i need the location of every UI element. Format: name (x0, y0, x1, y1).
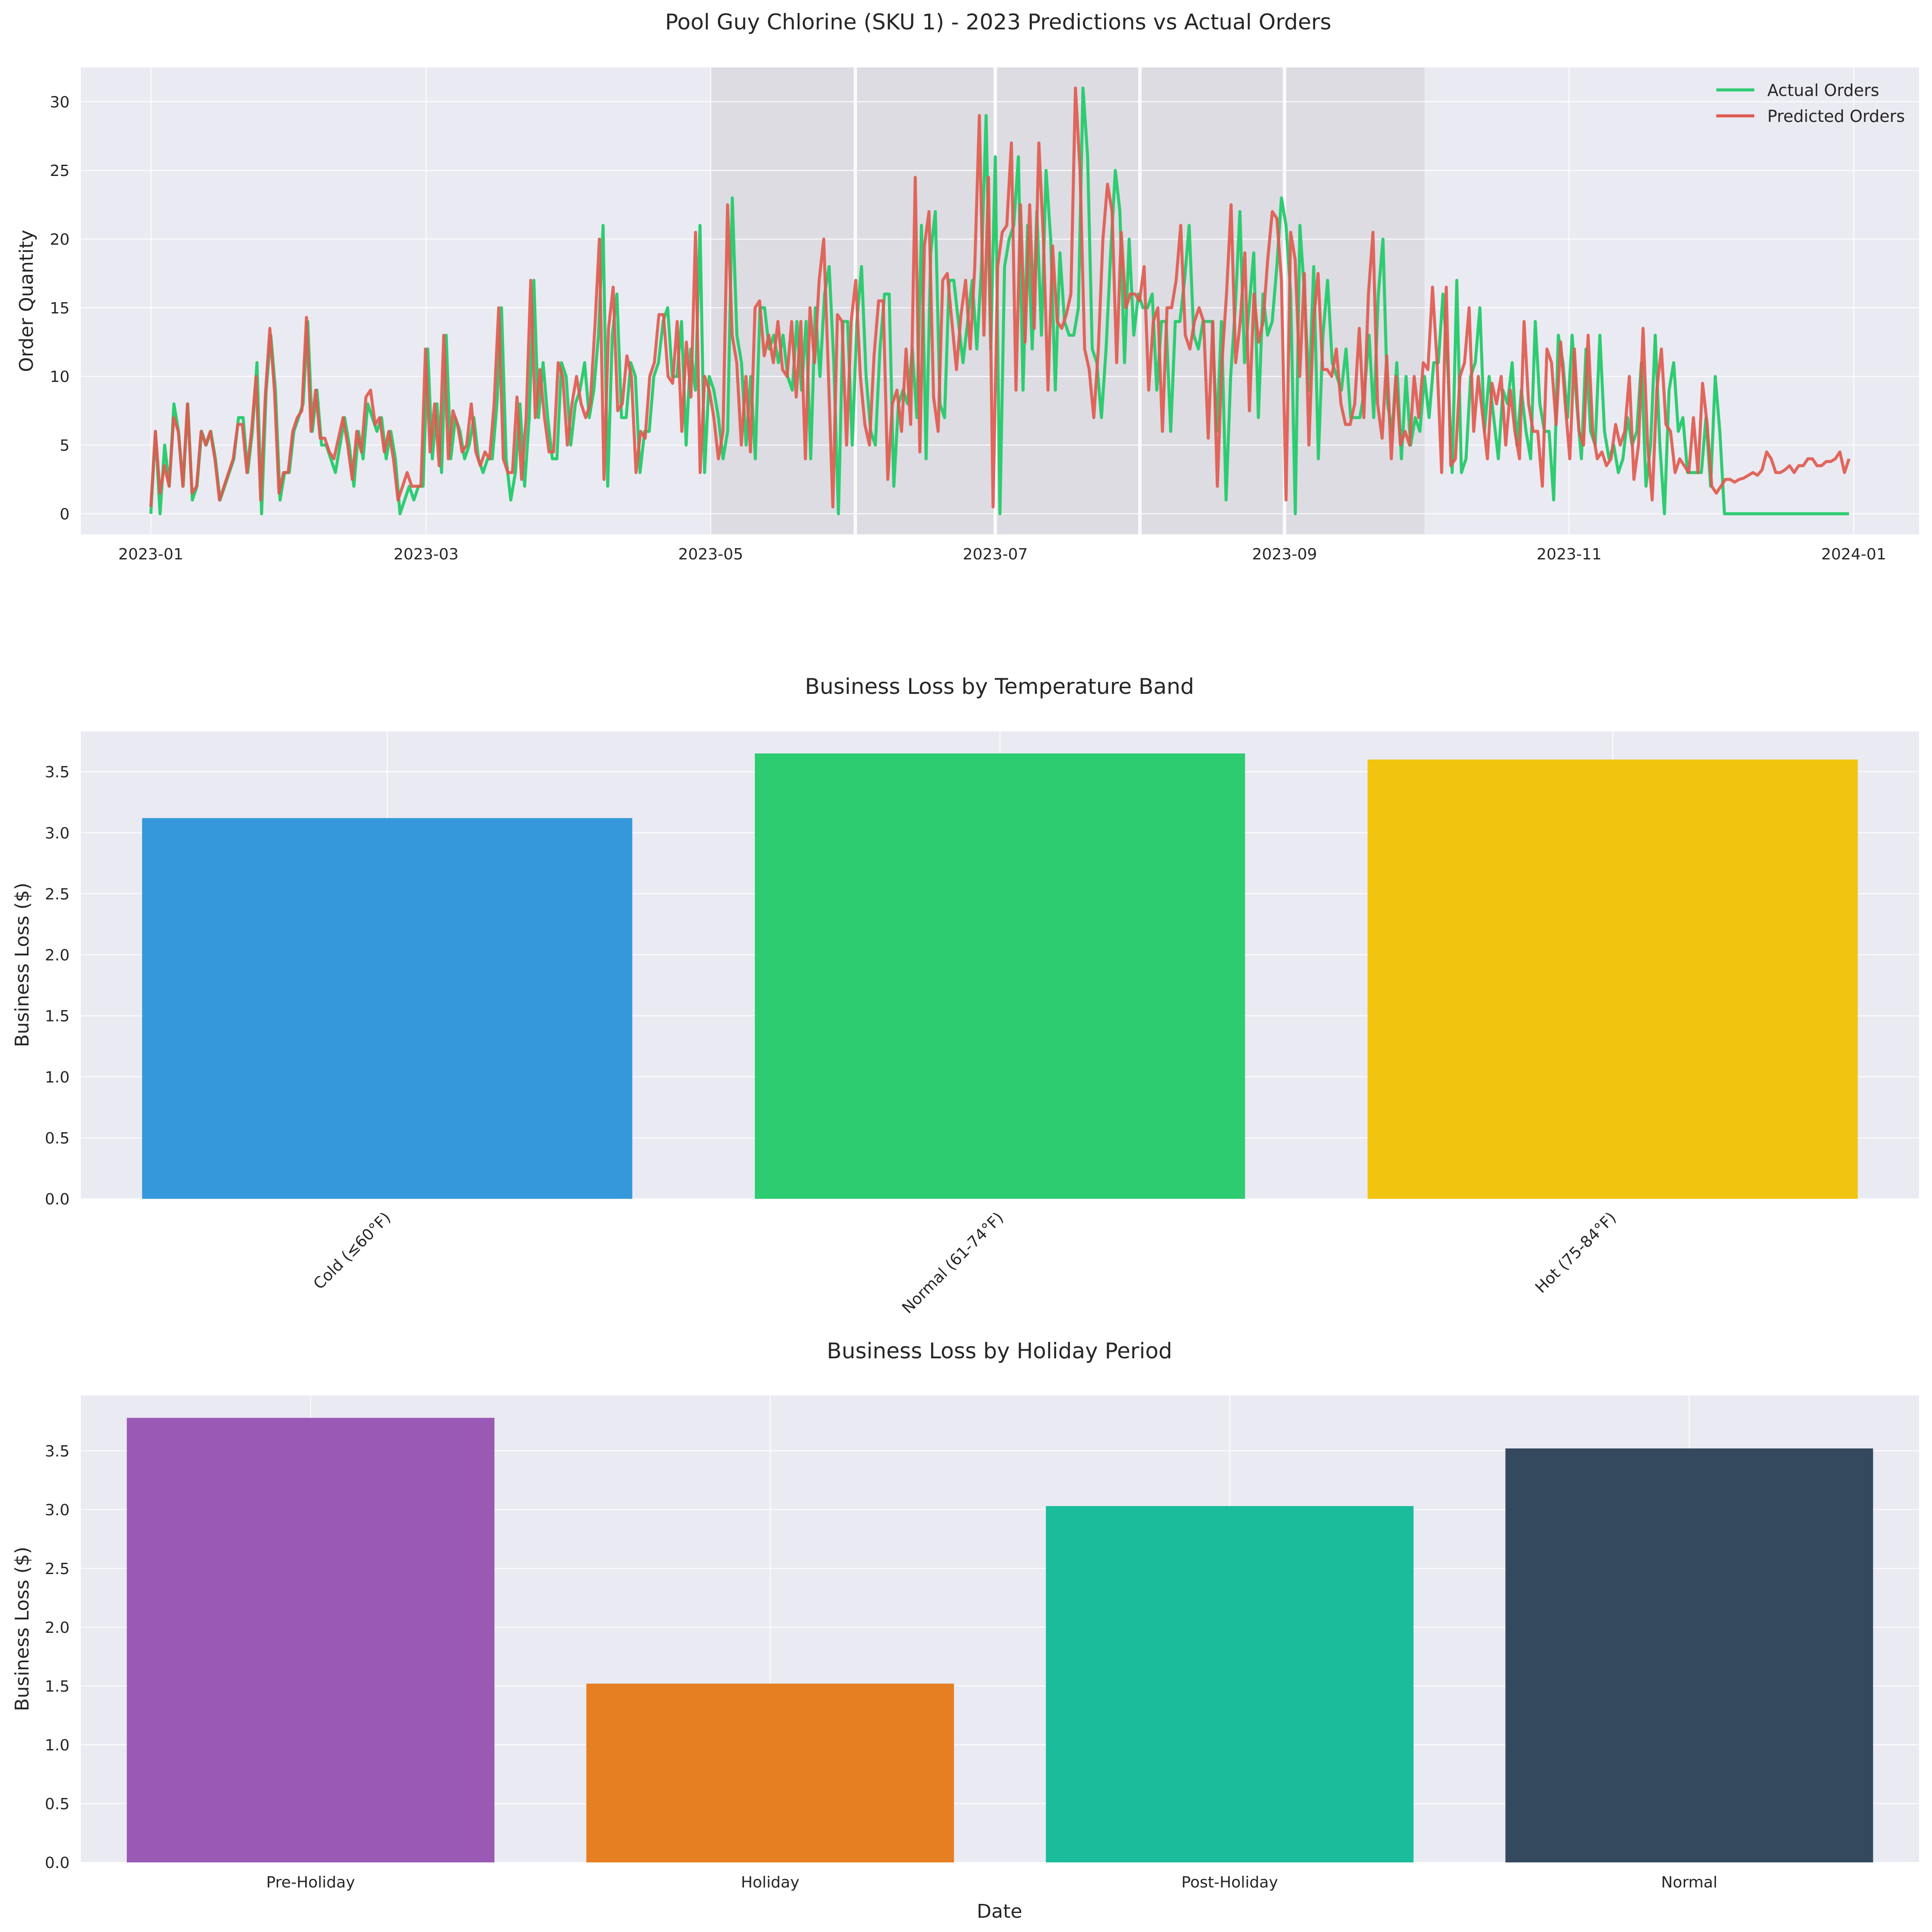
y-tick-label: 30 (50, 93, 70, 111)
x-tick-label: Post-Holiday (1182, 1874, 1278, 1891)
temperature-chart-bars (142, 753, 1858, 1199)
bar-holiday (586, 1683, 954, 1862)
temperature-chart-title: Business Loss by Temperature Band (805, 674, 1194, 699)
bar-hot-75-84-f (1367, 759, 1858, 1199)
holiday-chart-bars (127, 1418, 1873, 1862)
y-tick-label: 2.5 (45, 885, 70, 903)
holiday-chart-x-axis-label: Date (977, 1900, 1022, 1922)
y-tick-label: 3.5 (45, 1443, 70, 1460)
x-tick-label: Pre-Holiday (266, 1874, 355, 1891)
predicted-orders-line (149, 86, 1851, 508)
x-tick-label: Holiday (741, 1874, 799, 1891)
y-tick-label: 0.5 (45, 1130, 70, 1147)
line-chart-title: Pool Guy Chlorine (SKU 1) - 2023 Predict… (665, 10, 1331, 35)
y-tick-label: 2.5 (45, 1560, 70, 1578)
x-tick-label: 2023-05 (678, 546, 743, 563)
bar-post-holiday (1046, 1506, 1414, 1862)
y-tick-label: 0 (60, 505, 70, 523)
x-tick-label: 2024-01 (1821, 546, 1886, 563)
orders-line-chart: Pool Guy Chlorine (SKU 1) - 2023 Predict… (16, 10, 1919, 563)
y-tick-label: 10 (50, 368, 70, 386)
legend-label-predicted: Predicted Orders (1767, 107, 1905, 126)
y-tick-label: 0.0 (45, 1191, 70, 1208)
temperature-bar-chart: Business Loss by Temperature Band Cold (… (11, 674, 1919, 1317)
y-tick-label: 0.0 (45, 1854, 70, 1872)
temperature-chart-y-axis-label: Business Loss ($) (11, 883, 33, 1047)
y-tick-label: 2.0 (45, 947, 70, 964)
y-tick-label: 0.5 (45, 1795, 70, 1813)
line-chart-legend: Actual Orders Predicted Orders (1716, 81, 1905, 126)
line-chart-x-tick-labels: 2023-01 2023-03 2023-05 2023-07 2023-09 2023-… (118, 546, 1886, 563)
holiday-bar-chart: Business Loss by Holiday Period Pre-Holi… (11, 1338, 1919, 1922)
x-tick-label: 2023-03 (393, 546, 458, 563)
line-chart-y-axis-label: Order Quantity (16, 230, 38, 372)
y-tick-label: 3.0 (45, 1501, 70, 1519)
legend-label-actual: Actual Orders (1767, 81, 1879, 100)
x-tick-label: Normal (1661, 1874, 1717, 1891)
line-chart-series (149, 86, 1851, 515)
bar-normal-61-74-f (755, 753, 1245, 1199)
x-tick-label: 2023-09 (1252, 546, 1317, 563)
y-tick-label: 20 (50, 231, 70, 249)
temperature-chart-y-tick-labels: 0.0 0.5 1.0 1.5 2.0 2.5 3.0 3.5 (45, 763, 70, 1208)
holiday-chart-x-tick-labels: Pre-Holiday Holiday Post-Holiday Normal (266, 1874, 1718, 1891)
bar-cold-60-f (142, 818, 632, 1199)
y-tick-label: 5 (60, 437, 70, 455)
x-tick-label: 2023-11 (1536, 546, 1601, 563)
y-tick-label: 1.5 (45, 1678, 70, 1696)
bar-pre-holiday (127, 1418, 495, 1862)
y-tick-label: 1.0 (45, 1737, 70, 1754)
y-tick-label: 1.5 (45, 1008, 70, 1025)
x-tick-label: 2023-01 (118, 546, 183, 563)
y-tick-label: 25 (50, 162, 70, 180)
y-tick-label: 1.0 (45, 1069, 70, 1086)
y-tick-label: 3.0 (45, 824, 70, 842)
holiday-chart-y-tick-labels: 0.0 0.5 1.0 1.5 2.0 2.5 3.0 3.5 (45, 1443, 70, 1872)
y-tick-label: 3.5 (45, 763, 70, 781)
y-tick-label: 2.0 (45, 1619, 70, 1637)
line-chart-y-tick-labels: 0 5 10 15 20 25 30 (50, 93, 70, 523)
y-tick-label: 15 (50, 300, 70, 317)
x-tick-label: 2023-07 (963, 546, 1028, 563)
bar-normal (1505, 1448, 1873, 1862)
holiday-chart-title: Business Loss by Holiday Period (827, 1338, 1172, 1364)
holiday-chart-y-axis-label: Business Loss ($) (11, 1547, 33, 1712)
